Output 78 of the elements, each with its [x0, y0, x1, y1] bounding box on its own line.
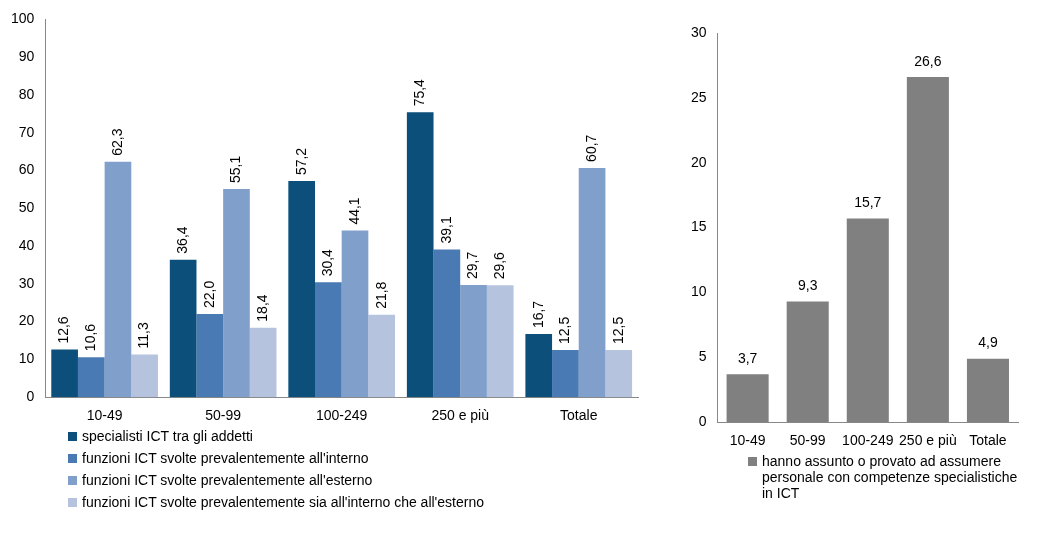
- data-label: 12,6: [55, 316, 72, 344]
- bar: [552, 349, 579, 398]
- bar: [486, 285, 514, 398]
- x-tick-label: 10-49: [86, 407, 123, 424]
- data-label: 29,6: [491, 251, 508, 280]
- data-label: 22,0: [200, 280, 217, 309]
- data-label: 15,7: [854, 194, 882, 211]
- data-label: 21,8: [372, 281, 389, 309]
- data-label: 12,5: [609, 316, 626, 344]
- y-tick-label: 90: [18, 48, 35, 65]
- x-tick-label: 100-249: [842, 432, 894, 449]
- bar: [288, 181, 316, 398]
- data-label: 18,4: [254, 294, 271, 322]
- legend-label: hanno assunto o provato ad assumere personale con competenze specialistiche in ICT: [762, 453, 1019, 501]
- x-tick-label: 100-249: [315, 407, 368, 424]
- data-label: 12,5: [556, 316, 573, 344]
- x-tick-label: Totale: [560, 407, 598, 424]
- bar: [578, 167, 606, 398]
- legend-label: funzioni ICT svolte prevalentemente sia all'interno che all'esterno: [82, 494, 484, 510]
- bar: [525, 334, 553, 398]
- x-tick-label: 50-99: [789, 432, 826, 449]
- data-label: 3,7: [737, 350, 758, 367]
- bar: [605, 349, 633, 398]
- y-tick-label: 100: [11, 10, 35, 27]
- data-label: 30,4: [319, 248, 336, 277]
- data-label: 44,1: [345, 197, 362, 225]
- y-tick-label: 25: [690, 88, 707, 105]
- x-tick-label: 10-49: [729, 432, 766, 449]
- bar: [315, 282, 342, 398]
- bar: [341, 230, 369, 398]
- legend-label: funzioni ICT svolte prevalentemente all'interno: [82, 450, 369, 466]
- bar: [368, 314, 396, 398]
- y-tick-label: 0: [26, 388, 35, 405]
- y-tick-label: 20: [690, 153, 707, 170]
- bar: [249, 327, 277, 398]
- bar: [131, 354, 158, 398]
- data-label: 55,1: [227, 155, 244, 184]
- bar: [51, 349, 78, 398]
- legend-label: funzioni ICT svolte prevalentemente all'esterno: [82, 472, 373, 488]
- bar: [104, 161, 132, 398]
- data-label: 4,9: [978, 334, 998, 351]
- bar: [433, 249, 461, 398]
- data-label: 60,7: [582, 134, 599, 162]
- y-tick-label: 70: [18, 123, 35, 140]
- data-label: 36,4: [174, 226, 191, 254]
- data-label: 9,3: [797, 277, 818, 294]
- bar: [196, 314, 224, 398]
- y-tick-label: 30: [690, 23, 707, 40]
- x-tick-label: Totale: [969, 432, 1007, 449]
- y-tick-label: 50: [18, 199, 35, 216]
- x-tick-label: 50-99: [205, 407, 242, 424]
- bar: [223, 189, 250, 398]
- y-tick-label: 60: [18, 161, 35, 178]
- y-tick-label: 80: [18, 85, 35, 102]
- x-tick-label: 250 e più: [431, 407, 490, 424]
- y-tick-label: 5: [698, 348, 707, 365]
- y-tick-label: 0: [698, 413, 707, 430]
- data-label: 39,1: [437, 216, 454, 244]
- y-tick-label: 20: [18, 312, 35, 329]
- bar: [169, 259, 197, 398]
- data-label: 29,7: [464, 251, 481, 279]
- x-tick-label: 250 e più: [899, 432, 957, 449]
- bar: [77, 357, 105, 398]
- y-tick-label: 15: [690, 218, 707, 235]
- legend-label: specialisti ICT tra gli addetti: [82, 428, 253, 444]
- y-tick-label: 10: [690, 283, 707, 300]
- y-tick-label: 30: [18, 274, 35, 291]
- y-tick-label: 10: [18, 350, 35, 367]
- data-label: 16,7: [529, 300, 546, 329]
- data-label: 75,4: [411, 78, 428, 107]
- bar: [460, 284, 487, 398]
- y-tick-label: 40: [18, 236, 35, 253]
- data-label: 11,3: [135, 322, 152, 349]
- bar: [406, 112, 434, 398]
- data-label: 10,6: [82, 323, 99, 352]
- data-label: 62,3: [108, 128, 125, 156]
- data-label: 57,2: [292, 147, 309, 176]
- data-label: 26,6: [914, 52, 942, 69]
